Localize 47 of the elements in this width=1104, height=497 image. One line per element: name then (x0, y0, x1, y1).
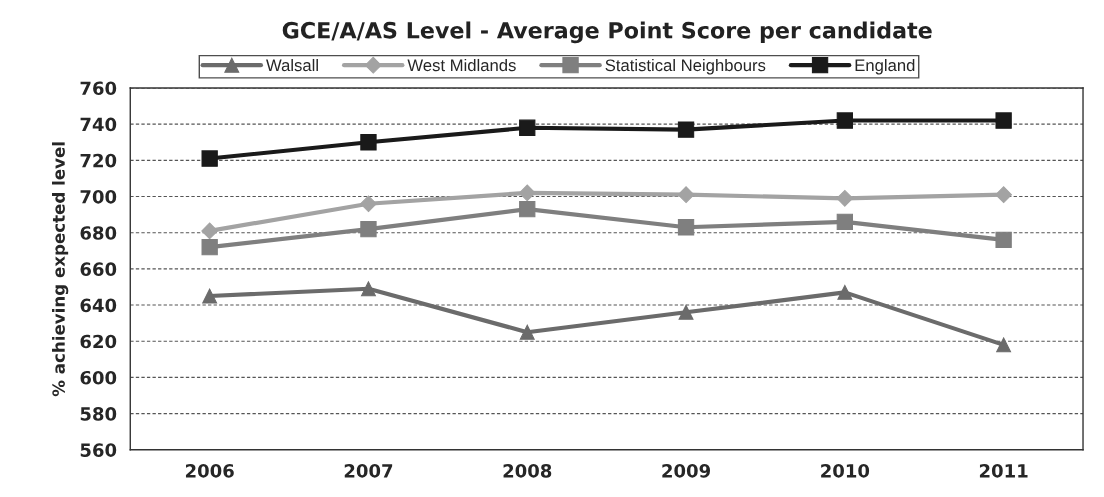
point (836, 213, 853, 230)
y-tick-label: 700 (80, 189, 117, 204)
x-tick-label: 2010 (821, 463, 870, 478)
y-tick-label: 680 (80, 226, 117, 240)
point (519, 324, 535, 340)
point (995, 231, 1012, 249)
y-tick-label: 560 (80, 443, 117, 457)
point (836, 189, 854, 207)
y-tick-label: 640 (80, 298, 117, 313)
point (677, 186, 695, 204)
point (677, 219, 695, 236)
point (996, 337, 1012, 353)
point (201, 239, 218, 256)
y-axis-title: % achieving expected level (52, 142, 69, 397)
point (519, 201, 536, 218)
point (360, 195, 377, 213)
legend-label: Walsall (266, 58, 318, 72)
point (360, 220, 377, 238)
x-tick-label: 2009 (662, 463, 711, 478)
point (201, 222, 219, 240)
point (518, 184, 536, 202)
point (995, 112, 1012, 129)
point (360, 134, 377, 151)
legend-label: England (855, 58, 915, 75)
x-tick-label: 2008 (503, 463, 552, 478)
y-tick-label: 720 (80, 153, 117, 168)
point (361, 281, 376, 297)
point (837, 284, 853, 300)
y-tick-label: 620 (80, 334, 117, 349)
chart-title: GCE/A/AS Level - Average Point Score per candidate (282, 21, 932, 44)
point (202, 288, 218, 304)
point (201, 150, 218, 167)
y-tick-label: 660 (80, 262, 117, 276)
point (678, 304, 694, 320)
y-tick-label: 580 (80, 407, 117, 421)
point (995, 186, 1012, 204)
x-tick-label: 2006 (185, 463, 234, 478)
point (519, 119, 536, 136)
y-tick-label: 740 (80, 117, 117, 132)
legend-label: West Midlands (407, 58, 516, 72)
y-tick-label: 760 (80, 81, 117, 96)
point (836, 112, 853, 129)
x-tick-label: 2007 (344, 463, 393, 478)
legend-label: Statistical Neighbours (605, 58, 766, 75)
y-tick-label: 600 (80, 370, 117, 385)
x-tick-label: 2011 (979, 463, 1028, 478)
point (677, 121, 695, 138)
